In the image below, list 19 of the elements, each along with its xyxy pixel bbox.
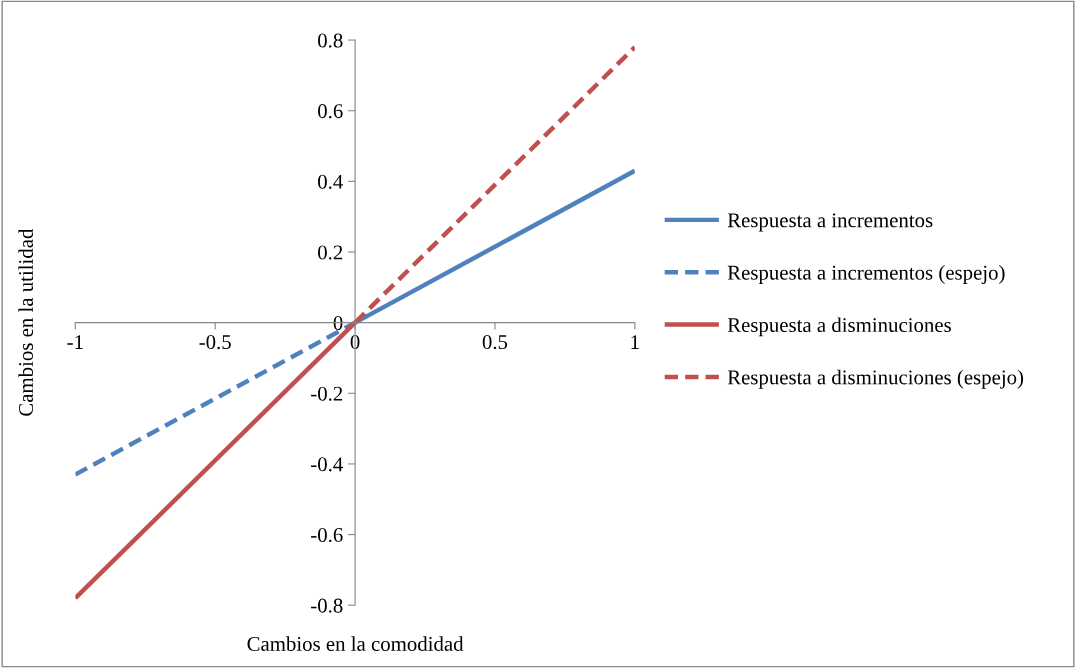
y-tick-label: -0.6 [311, 527, 343, 543]
x-tick-label: 0 [350, 335, 360, 350]
legend-label: Respuesta a disminuciones [727, 317, 951, 337]
y-tick-label: 0.8 [318, 33, 343, 48]
x-axis-title: Cambios en la comodidad [247, 636, 464, 651]
legend-label: Respuesta a disminuciones (espejo) [727, 369, 1024, 389]
y-tick-label: -0.2 [311, 386, 343, 401]
y-tick-label: 0.4 [318, 174, 343, 189]
legend-label: Respuesta a incrementos (espejo) [727, 265, 1005, 284]
x-tick-label: -1 [67, 335, 83, 349]
x-tick-label: 0.5 [482, 335, 508, 350]
y-tick-label: 0.6 [318, 104, 343, 119]
x-tick-label: 1 [631, 335, 639, 349]
y-tick-label: -0.4 [311, 457, 343, 472]
y-tick-label: 0.2 [318, 245, 343, 260]
legend-label: Respuesta a incrementos [727, 213, 933, 232]
x-tick-label: -0.5 [199, 335, 231, 350]
y-tick-label: -0.8 [311, 598, 343, 613]
y-axis-title: Cambios en la utilidad [18, 228, 34, 416]
